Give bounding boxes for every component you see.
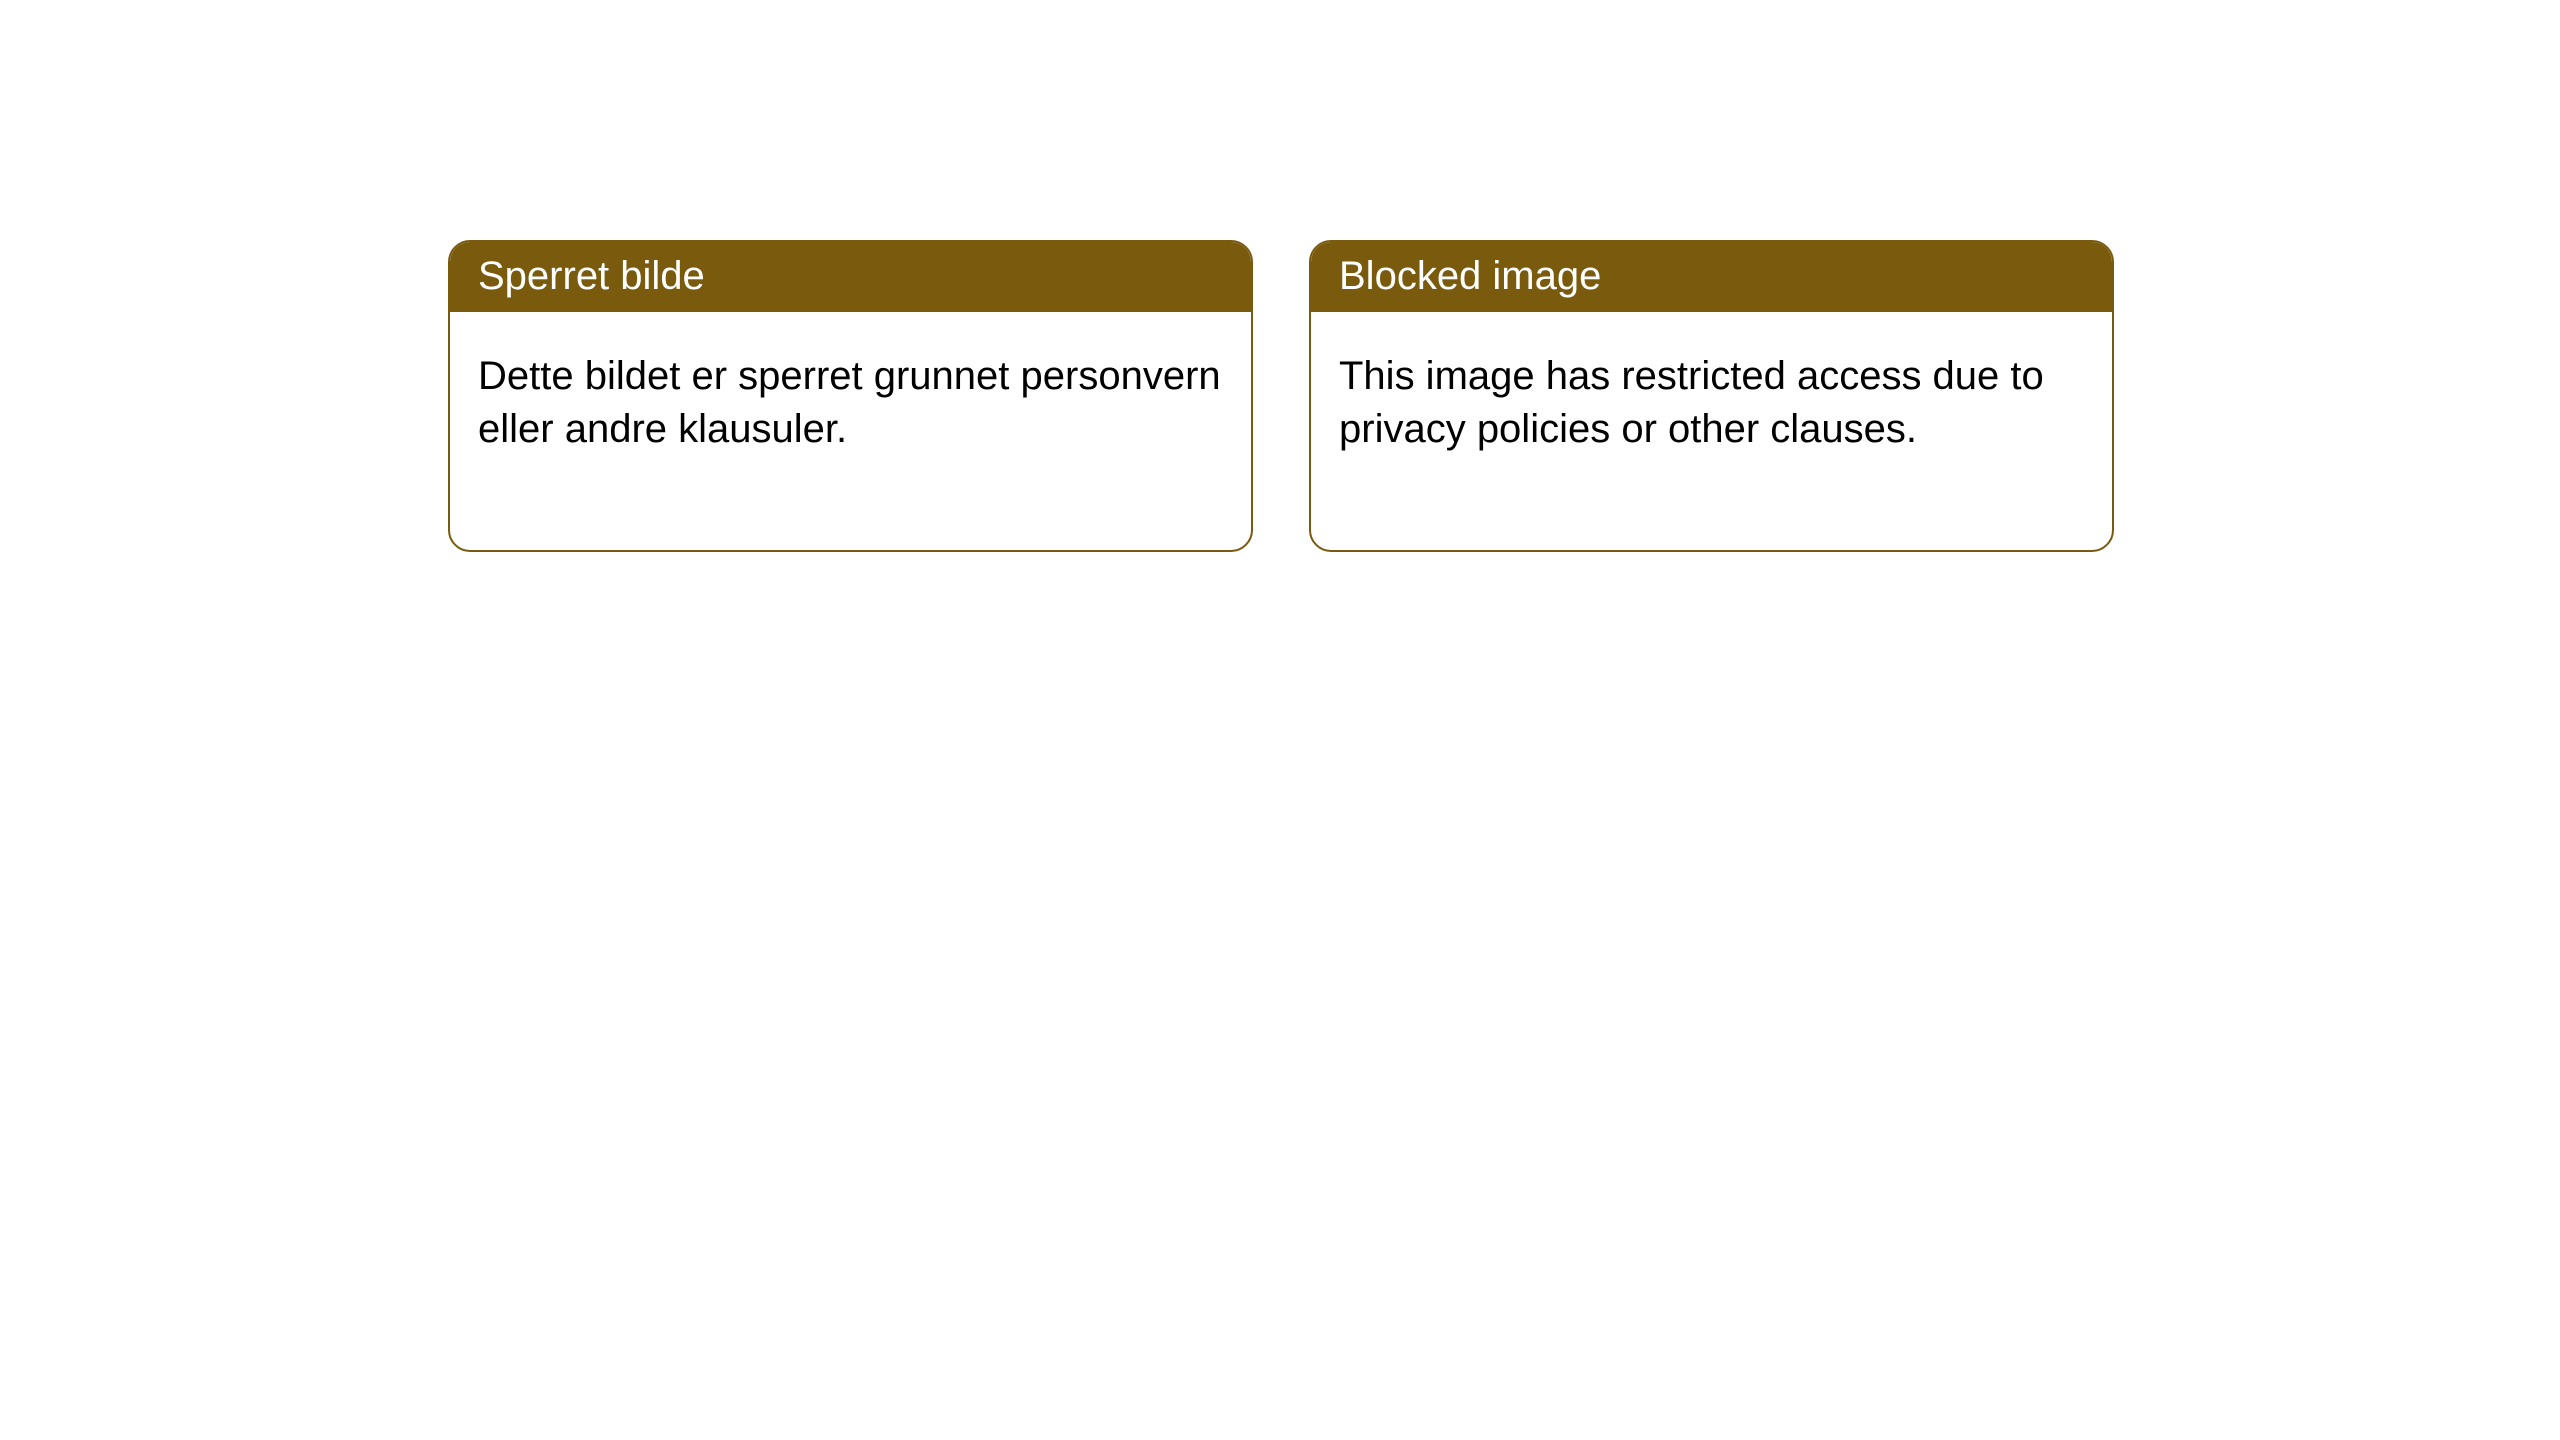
notice-card-english: Blocked image This image has restricted …	[1309, 240, 2114, 552]
notice-header: Sperret bilde	[450, 242, 1251, 312]
notice-header: Blocked image	[1311, 242, 2112, 312]
notice-body: This image has restricted access due to …	[1311, 312, 2112, 550]
notice-card-norwegian: Sperret bilde Dette bildet er sperret gr…	[448, 240, 1253, 552]
notice-container: Sperret bilde Dette bildet er sperret gr…	[0, 0, 2560, 552]
notice-body: Dette bildet er sperret grunnet personve…	[450, 312, 1251, 550]
